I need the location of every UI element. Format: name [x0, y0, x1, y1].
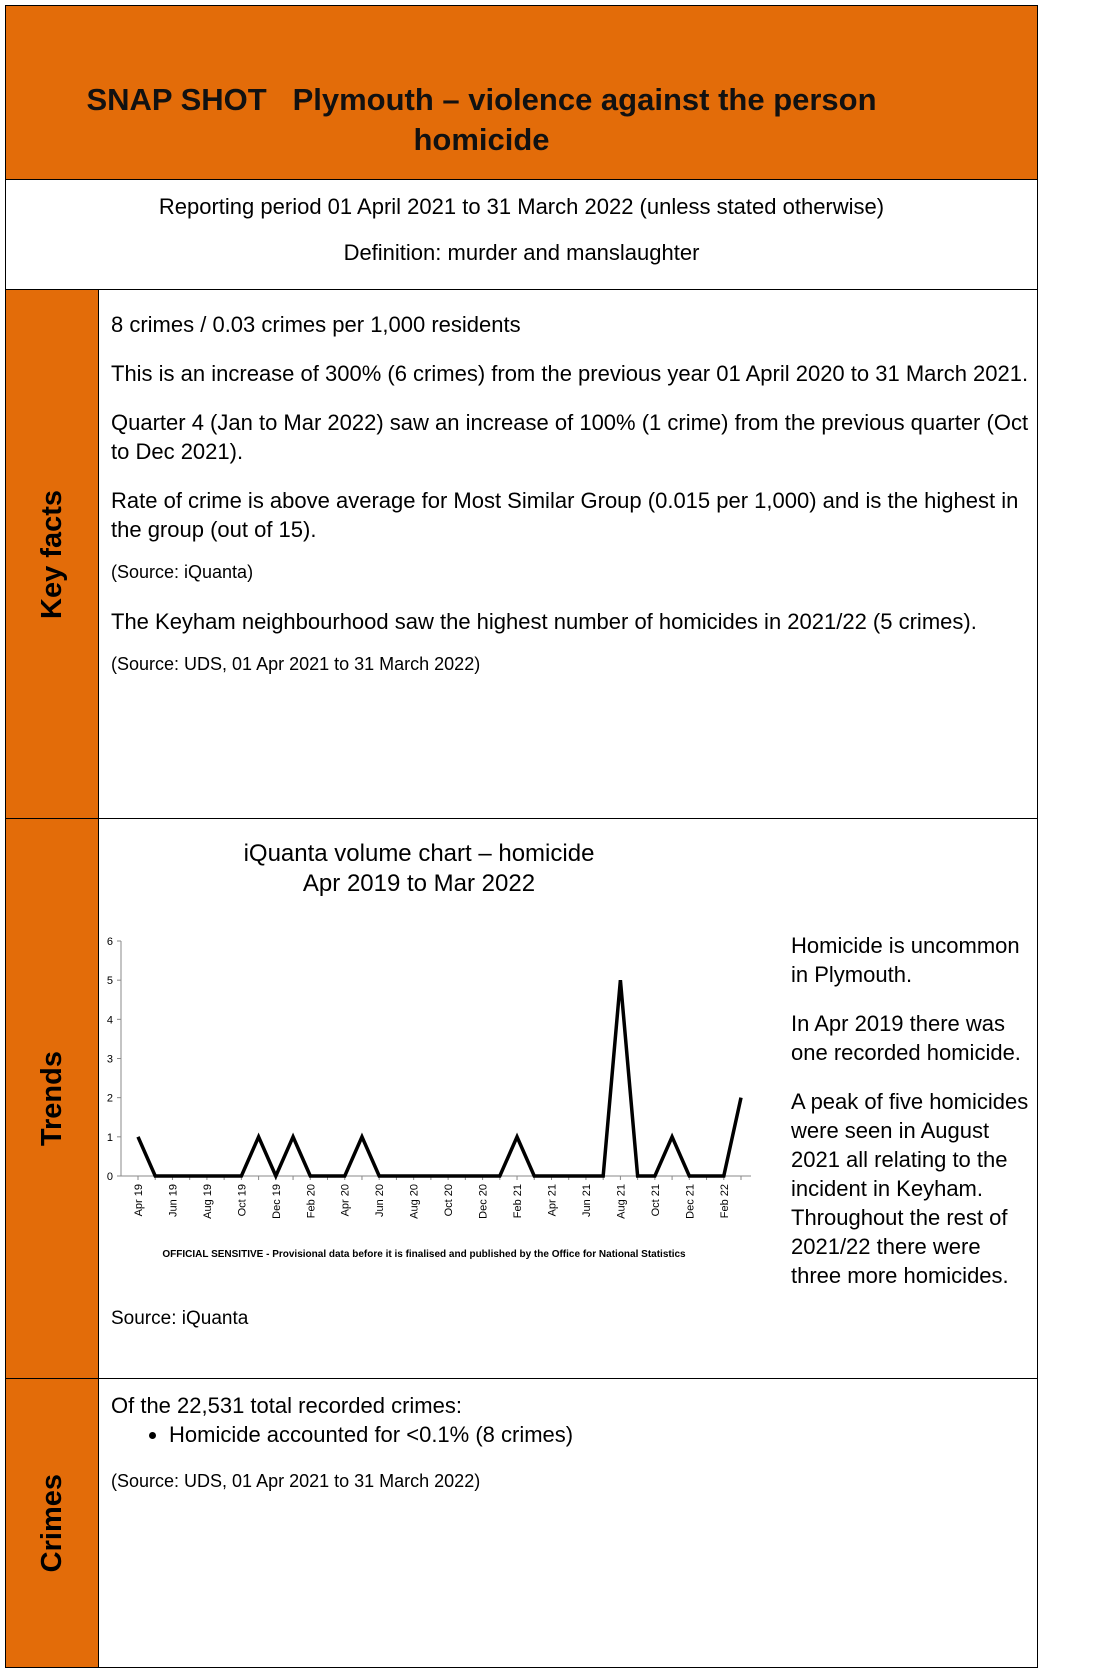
- key-facts-text: 8 crimes / 0.03 crimes per 1,000 residen…: [111, 310, 1029, 699]
- fact: Quarter 4 (Jan to Mar 2022) saw an incre…: [111, 410, 1029, 464]
- paragraph: A peak of five homicides were seen in Au…: [791, 1089, 1029, 1288]
- bullet: Homicide accounted for <0.1% (8 crimes): [169, 1420, 1029, 1449]
- key-facts: Key facts 8 crimes / 0.03 crimes per 1,0…: [5, 290, 1038, 819]
- x-tick-label: Dec 20: [478, 1184, 490, 1219]
- side-label: Trends: [6, 819, 99, 1378]
- side-label: Crimes: [6, 1379, 99, 1667]
- x-tick-label: Apr 20: [340, 1184, 352, 1216]
- x-tick-label: Dec 21: [684, 1184, 696, 1219]
- x-tick-label: Apr 19: [133, 1184, 145, 1216]
- intro: Reporting period 01 April 2021 to 31 Mar…: [5, 180, 1038, 290]
- crimes: Crimes Of the 22,531 total recorded crim…: [5, 1379, 1038, 1668]
- x-tick-label: Feb 22: [719, 1184, 731, 1218]
- y-tick-label: 2: [107, 1093, 113, 1105]
- x-tick-label: Feb 20: [305, 1184, 317, 1218]
- y-tick-label: 3: [107, 1054, 113, 1066]
- side-label: Key facts: [6, 290, 99, 818]
- x-tick-label: Jun 21: [581, 1184, 593, 1217]
- source: (Source: UDS, 01 Apr 2021 to 31 March 20…: [111, 1471, 481, 1491]
- source: (Source: iQuanta): [111, 562, 254, 582]
- y-tick-label: 4: [107, 1014, 113, 1026]
- label: Crimes: [35, 1473, 68, 1573]
- paragraph: Homicide is uncommon in Plymouth.: [791, 933, 1020, 987]
- fact: 8 crimes / 0.03 crimes per 1,000 residen…: [111, 312, 521, 337]
- y-tick-label: 1: [107, 1132, 113, 1144]
- x-tick-label: Aug 21: [615, 1184, 627, 1219]
- source: (Source: UDS, 01 Apr 2021 to 31 March 20…: [111, 654, 481, 674]
- label: Key facts: [35, 489, 68, 619]
- definition: Definition: murder and manslaughter: [343, 240, 700, 265]
- x-tick-label: Aug 20: [409, 1184, 421, 1219]
- chart-footnote: OFFICIAL SENSITIVE - Provisional data be…: [162, 1249, 686, 1260]
- y-tick-label: 6: [107, 936, 113, 948]
- paragraph: In Apr 2019 there was one recorded homic…: [791, 1011, 1021, 1065]
- x-tick-label: Aug 19: [202, 1184, 214, 1219]
- fact: Rate of crime is above average for Most …: [111, 488, 1019, 542]
- x-tick-label: Apr 21: [546, 1184, 558, 1216]
- label: Trends: [35, 1050, 68, 1147]
- x-tick-label: Jun 19: [167, 1184, 179, 1217]
- title: SNAP SHOT Plymouth – violence against th…: [86, 82, 886, 157]
- source: Source: iQuanta: [111, 1308, 249, 1329]
- chart: iQuanta volume chart – homicide Apr 2019 …: [107, 840, 751, 1219]
- crimes-text: Of the 22,531 total recorded crimes: Hom…: [111, 1391, 1029, 1516]
- x-tick-label: Dec 19: [271, 1184, 283, 1219]
- x-tick-label: Feb 21: [512, 1184, 524, 1218]
- fact: This is an increase of 300% (6 crimes) f…: [111, 361, 1029, 386]
- line: [136, 980, 743, 1181]
- chart-title: iQuanta volume chart – homicide: [244, 840, 595, 867]
- chart-area: iQuanta volume chart – homicide Apr 2019 …: [99, 831, 769, 1301]
- period: Reporting period 01 April 2021 to 31 Mar…: [158, 194, 885, 219]
- bullets: Homicide accounted for <0.1% (8 crimes): [111, 1420, 1029, 1449]
- chart-title: Apr 2019 to Mar 2022: [303, 870, 535, 897]
- y-tick-label: 0: [107, 1171, 113, 1183]
- trends: Trends iQuanta volume chart – homicide Ap…: [5, 819, 1038, 1379]
- fact: The Keyham neighbourhood saw the highest…: [111, 609, 977, 634]
- x-tick-label: Jun 20: [374, 1184, 386, 1217]
- x-tick-label: Oct 21: [650, 1184, 662, 1216]
- intro: Of the 22,531 total recorded crimes:: [111, 1393, 462, 1418]
- x-tick-label: Oct 20: [443, 1184, 455, 1216]
- x-tick-label: Oct 19: [236, 1184, 248, 1216]
- trends-text: iQuanta volume chart – homicide Apr 2019 …: [107, 831, 1029, 1353]
- y-tick-label: 5: [107, 975, 113, 987]
- header: SNAP SHOT Plymouth – violence against th…: [5, 5, 1038, 180]
